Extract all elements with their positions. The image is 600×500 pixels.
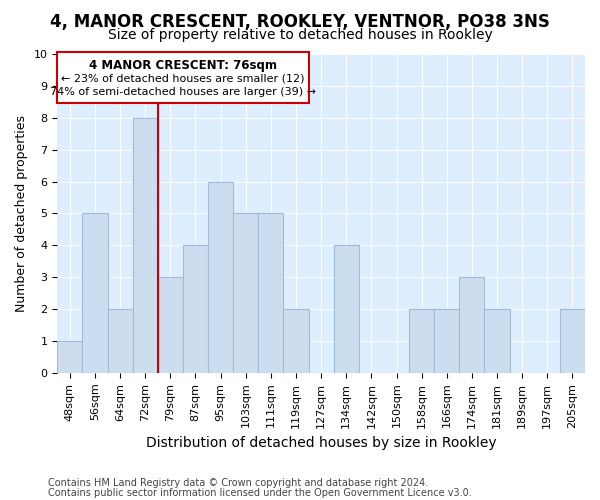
Bar [107,309,133,373]
Bar [259,214,283,373]
Text: 74% of semi-detached houses are larger (39) →: 74% of semi-detached houses are larger (… [50,87,316,97]
Bar [183,246,208,373]
Bar [283,309,308,373]
Bar [233,214,259,373]
Text: 4 MANOR CRESCENT: 76sqm: 4 MANOR CRESCENT: 76sqm [89,58,277,71]
Bar [484,309,509,373]
Text: 4, MANOR CRESCENT, ROOKLEY, VENTNOR, PO38 3NS: 4, MANOR CRESCENT, ROOKLEY, VENTNOR, PO3… [50,12,550,30]
Bar [208,182,233,373]
Bar [158,278,183,373]
Bar [409,309,434,373]
Text: Contains public sector information licensed under the Open Government Licence v3: Contains public sector information licen… [48,488,472,498]
Y-axis label: Number of detached properties: Number of detached properties [15,115,28,312]
Bar [57,341,82,373]
FancyBboxPatch shape [57,52,308,104]
Bar [460,278,484,373]
Bar [560,309,585,373]
Text: ← 23% of detached houses are smaller (12): ← 23% of detached houses are smaller (12… [61,74,305,84]
Bar [82,214,107,373]
Bar [434,309,460,373]
X-axis label: Distribution of detached houses by size in Rookley: Distribution of detached houses by size … [146,436,496,450]
Bar [334,246,359,373]
Text: Size of property relative to detached houses in Rookley: Size of property relative to detached ho… [107,28,493,42]
Bar [133,118,158,373]
Text: Contains HM Land Registry data © Crown copyright and database right 2024.: Contains HM Land Registry data © Crown c… [48,478,428,488]
